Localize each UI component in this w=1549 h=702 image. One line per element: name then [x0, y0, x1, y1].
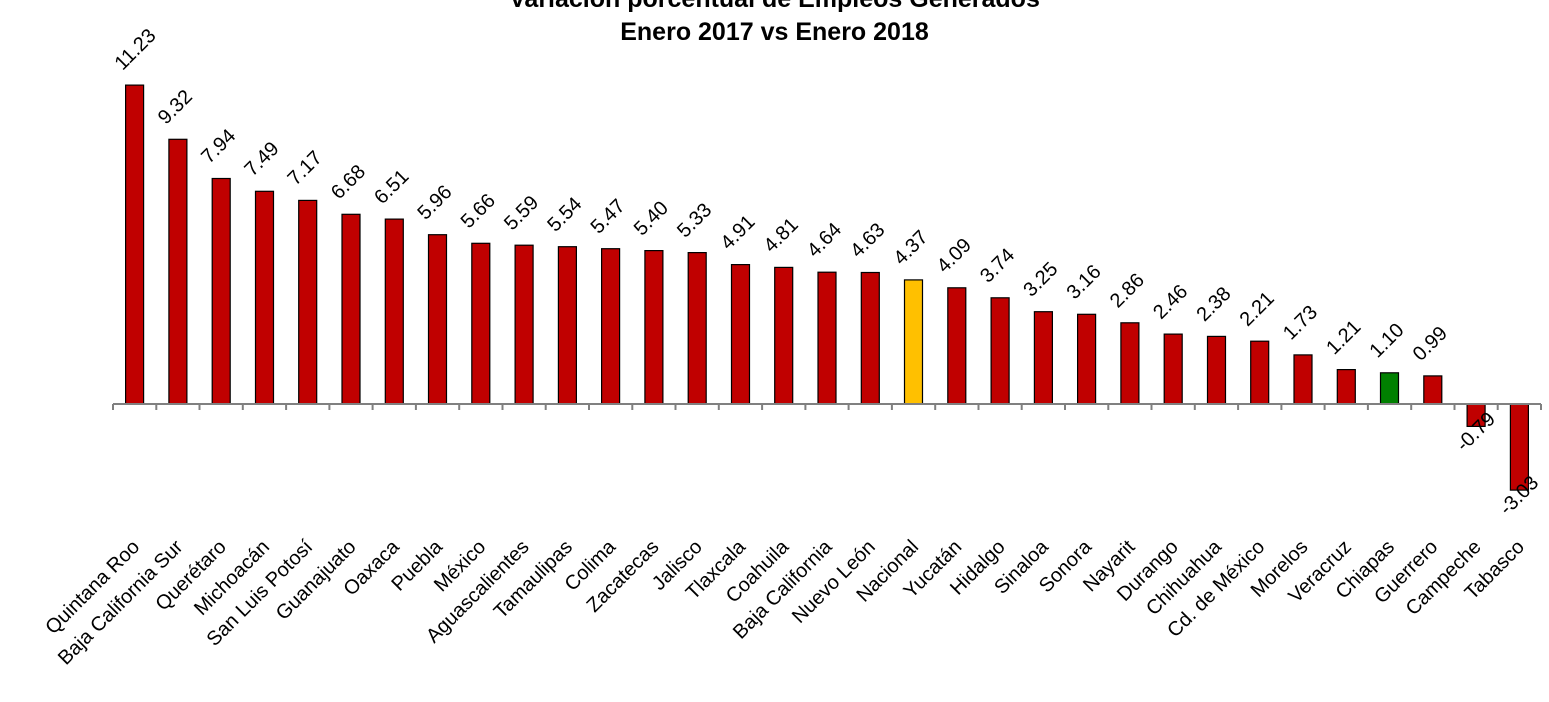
value-label: 5.96: [413, 181, 456, 224]
value-label: 7.17: [284, 147, 327, 190]
value-label: -3.03: [1495, 472, 1543, 520]
value-label: 0.99: [1409, 322, 1452, 365]
value-label: 5.40: [630, 197, 673, 240]
value-label: 5.47: [587, 195, 630, 238]
value-label: 7.49: [240, 138, 283, 181]
bar-nuevo-le-n: [860, 271, 880, 405]
bar-tlaxcala: [730, 264, 751, 405]
value-label: 6.68: [327, 161, 370, 204]
bar-nayarit: [1120, 322, 1140, 405]
bar-aguascalientes: [514, 244, 534, 405]
value-label: 1.10: [1365, 319, 1408, 362]
value-label: 7.94: [197, 125, 240, 168]
value-label: 3.25: [1019, 258, 1062, 301]
chart-title-line2: Enero 2017 vs Enero 2018: [620, 18, 929, 46]
chart-title-line1: Variación porcentual de Empleos Generado…: [0, 0, 1549, 14]
bar-nacional: [903, 279, 924, 405]
value-label: 5.59: [500, 192, 543, 235]
value-label: 5.33: [673, 199, 716, 242]
bar-yucat-n: [947, 287, 967, 405]
value-label: 6.51: [370, 166, 413, 209]
value-label: 1.21: [1322, 316, 1365, 359]
bar-morelos: [1293, 354, 1313, 405]
bar-sonora: [1076, 313, 1097, 405]
bar-baja-california: [817, 271, 837, 405]
bar-m-xico: [471, 242, 491, 405]
bar-jalisco: [687, 252, 707, 405]
value-label: 5.54: [543, 193, 586, 236]
value-label: 2.21: [1236, 288, 1279, 331]
value-label: 4.63: [846, 219, 889, 262]
bar-cd-de-m-xico: [1250, 340, 1270, 405]
value-label: 3.16: [1063, 261, 1106, 304]
value-label: 9.32: [154, 86, 197, 129]
bar-veracruz: [1336, 369, 1356, 405]
value-label: 2.46: [1149, 281, 1192, 324]
bar-coahuila: [774, 266, 794, 405]
value-label: 4.09: [933, 234, 976, 277]
bar-hidalgo: [990, 297, 1010, 405]
bar-quer-taro: [211, 177, 231, 405]
value-label: 4.64: [803, 219, 846, 262]
bar-baja-california-sur: [168, 138, 188, 405]
bar-michoac-n: [254, 190, 275, 405]
bar-chiapas: [1379, 372, 1400, 405]
bar-colima: [600, 248, 621, 405]
bar-quintana-roo: [124, 84, 145, 405]
value-label: 2.38: [1192, 283, 1235, 326]
bar-puebla: [427, 234, 448, 405]
value-label: 1.73: [1279, 301, 1322, 344]
bar-tamaulipas: [557, 246, 578, 405]
value-label: 4.91: [716, 211, 759, 254]
bar-guerrero: [1423, 375, 1443, 405]
bar-chihuahua: [1206, 335, 1227, 405]
bar-sinaloa: [1033, 311, 1054, 405]
value-label: 2.86: [1106, 269, 1149, 312]
value-label: 4.81: [760, 214, 803, 257]
bar-guanajuato: [341, 213, 361, 405]
value-label: 3.74: [976, 244, 1019, 287]
value-label: -0.79: [1452, 408, 1500, 456]
bar-durango: [1163, 333, 1183, 405]
bar-san-luis-potos-: [298, 199, 318, 405]
value-label: 5.66: [457, 190, 500, 233]
value-label: 4.37: [889, 226, 932, 269]
value-label: 11.23: [111, 25, 161, 75]
bar-zacatecas: [644, 250, 664, 405]
bar-oaxaca: [384, 218, 404, 405]
